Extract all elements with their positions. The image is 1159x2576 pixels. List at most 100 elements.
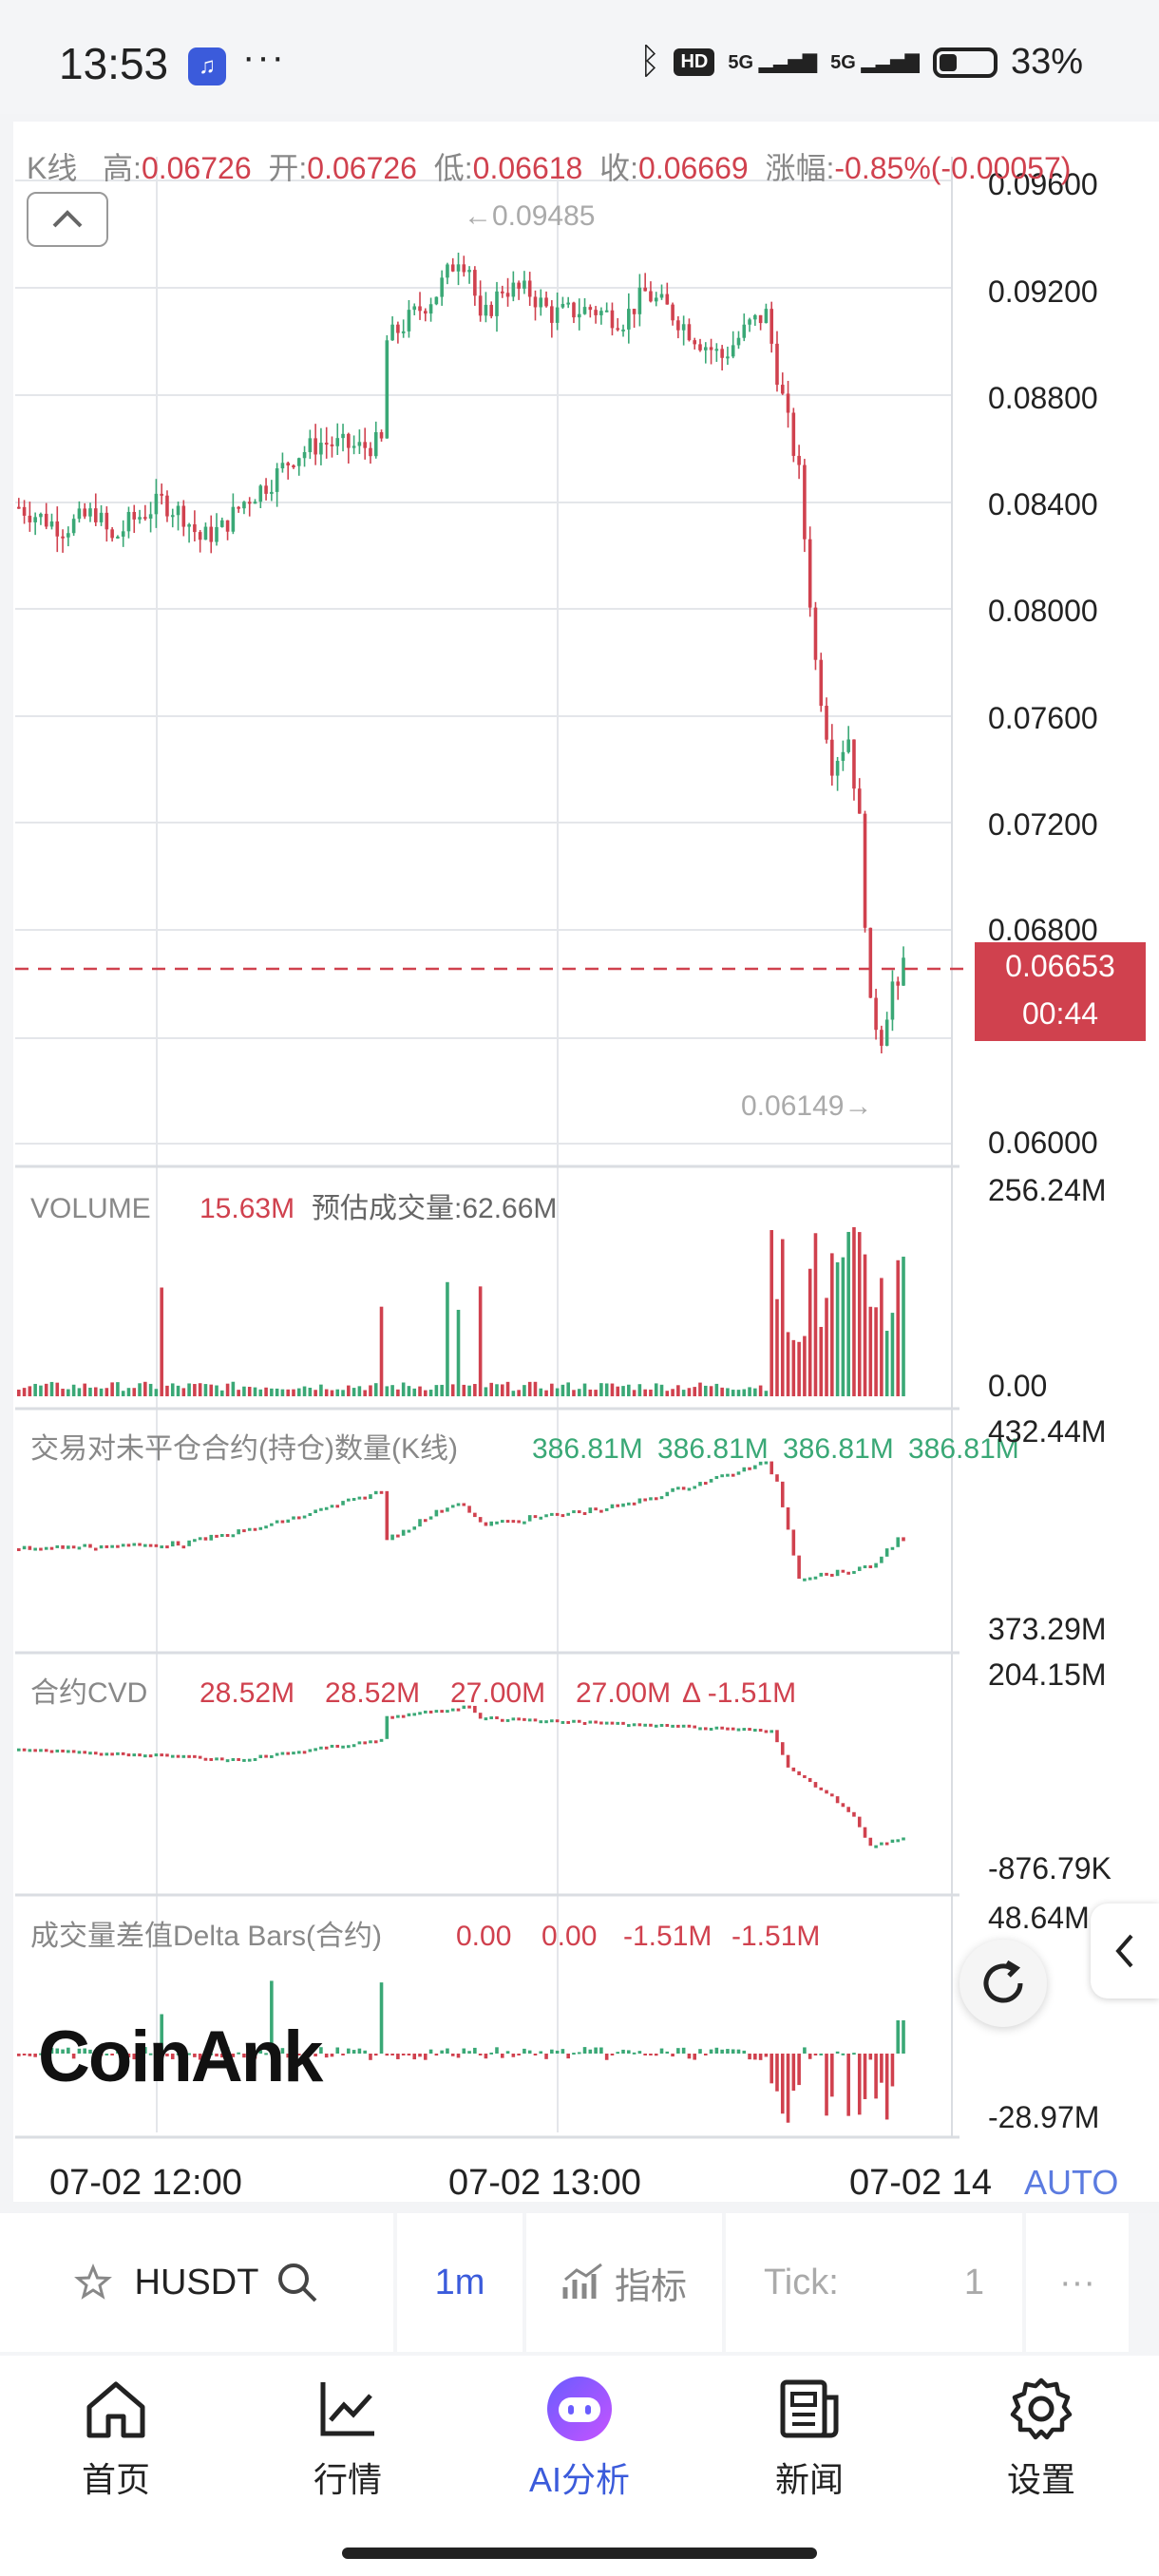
oi-bar	[335, 1505, 340, 1508]
volume-bar	[813, 1233, 818, 1396]
oi-bar	[748, 1467, 751, 1470]
search-icon[interactable]	[276, 2261, 319, 2304]
oi-bar	[478, 1517, 483, 1523]
candle	[324, 443, 329, 445]
delta-bar	[61, 2049, 65, 2054]
candle	[126, 511, 131, 532]
nav-home[interactable]: 首页	[21, 2375, 211, 2502]
cvd-bar	[550, 1719, 554, 1723]
delta-bar	[428, 2049, 433, 2054]
side-panel-toggle[interactable]	[1091, 1904, 1159, 1998]
candle	[28, 515, 32, 522]
oi-bar	[797, 1555, 801, 1580]
home-icon	[86, 2381, 145, 2438]
candle	[33, 517, 37, 522]
gear-icon	[1010, 2377, 1073, 2440]
cvd-bar	[132, 1753, 137, 1757]
oi-bar	[176, 1541, 180, 1546]
delta-bar	[231, 2054, 236, 2057]
nav-settings[interactable]: 设置	[946, 2375, 1136, 2502]
delta-label: 成交量差值Delta Bars(合约)	[30, 1921, 382, 1952]
delta-bar	[748, 2054, 751, 2060]
collapse-button[interactable]	[27, 192, 108, 247]
oi-bar	[215, 1534, 218, 1538]
cvd-bar	[599, 1721, 603, 1725]
cvd-bar	[104, 1752, 109, 1756]
cvd-bar	[347, 1745, 351, 1749]
oi-bar	[884, 1548, 889, 1557]
volume-bar	[456, 1309, 461, 1396]
oi-bar	[726, 1473, 730, 1477]
change-value: -0.85%(-0.00057)	[834, 151, 1072, 185]
candle	[780, 385, 785, 394]
symbol-selector[interactable]: HUSDT	[0, 2213, 393, 2352]
candle	[280, 463, 285, 469]
indicators-button[interactable]: 指标	[526, 2213, 722, 2352]
oi-bar	[110, 1544, 114, 1548]
delta-bar	[637, 2051, 642, 2054]
oi-bar	[703, 1482, 708, 1486]
kline-chart[interactable]: 0.09600 0.09200 0.08800 0.08400 0.08000 0.076…	[0, 114, 1159, 2213]
oi-bar	[758, 1461, 763, 1466]
volume-bar	[401, 1382, 406, 1396]
cvd-bar	[720, 1726, 724, 1730]
candle	[231, 506, 236, 532]
delta-bar	[511, 2054, 516, 2057]
price-axis-label: 0.07200	[988, 807, 1098, 842]
news-icon	[780, 2379, 839, 2438]
nav-ai[interactable]: AI分析	[484, 2375, 674, 2502]
candle	[588, 307, 593, 311]
candle	[148, 514, 153, 519]
nav-market[interactable]: 行情	[253, 2375, 443, 2502]
oi-bar	[143, 1544, 147, 1547]
refresh-button[interactable]	[960, 1940, 1047, 2027]
volume-bar	[258, 1389, 263, 1396]
delta-bar	[874, 2054, 878, 2099]
candle	[77, 508, 82, 520]
candle	[237, 506, 240, 509]
oi-bar	[835, 1569, 840, 1577]
cvd-bar	[841, 1803, 846, 1808]
delta-bar	[714, 2047, 719, 2054]
cvd-bar	[363, 1741, 367, 1745]
candle	[726, 356, 730, 359]
cvd-bar	[231, 1757, 236, 1761]
candle	[846, 739, 850, 752]
cvd-bar	[610, 1721, 615, 1725]
interval-1m[interactable]: 1m	[397, 2213, 522, 2352]
oi-bar	[841, 1569, 846, 1573]
delta-bar	[132, 2054, 137, 2060]
cvd-bar	[467, 1705, 471, 1709]
candle	[176, 505, 180, 516]
chevron-left-icon	[1115, 1934, 1133, 1968]
delta-bar	[33, 2054, 37, 2057]
toolbar-more-button[interactable]: ···	[1026, 2213, 1129, 2352]
volume-bar	[654, 1383, 658, 1396]
chart-card[interactable]	[13, 122, 1159, 2202]
cvd-bar	[714, 1726, 719, 1730]
star-icon[interactable]	[73, 2263, 112, 2301]
candle	[88, 508, 92, 517]
cvd-bar	[511, 1717, 516, 1721]
tick-selector[interactable]: Tick: 1	[726, 2213, 1022, 2352]
cvd-bar	[797, 1771, 801, 1775]
oi-bar	[555, 1512, 560, 1516]
delta-bar	[319, 2047, 323, 2054]
nav-news[interactable]: 新闻	[714, 2375, 904, 2502]
volume-bar	[791, 1339, 796, 1396]
cvd-bar	[505, 1718, 510, 1722]
oi-bar	[28, 1545, 32, 1550]
delta-bar	[478, 2054, 483, 2055]
volume-bar	[577, 1389, 581, 1396]
volume-bar	[302, 1386, 307, 1396]
cvd-bar	[61, 1749, 65, 1752]
candle	[714, 349, 719, 351]
current-price: 0.06653	[1005, 949, 1115, 983]
cvd-bar	[462, 1705, 466, 1709]
cvd-bar	[456, 1708, 461, 1712]
cvd-bar	[616, 1721, 620, 1725]
cvd-bar	[335, 1744, 340, 1748]
candle	[215, 526, 218, 542]
delta-bar	[324, 2054, 329, 2058]
oi-bar	[83, 1544, 86, 1547]
